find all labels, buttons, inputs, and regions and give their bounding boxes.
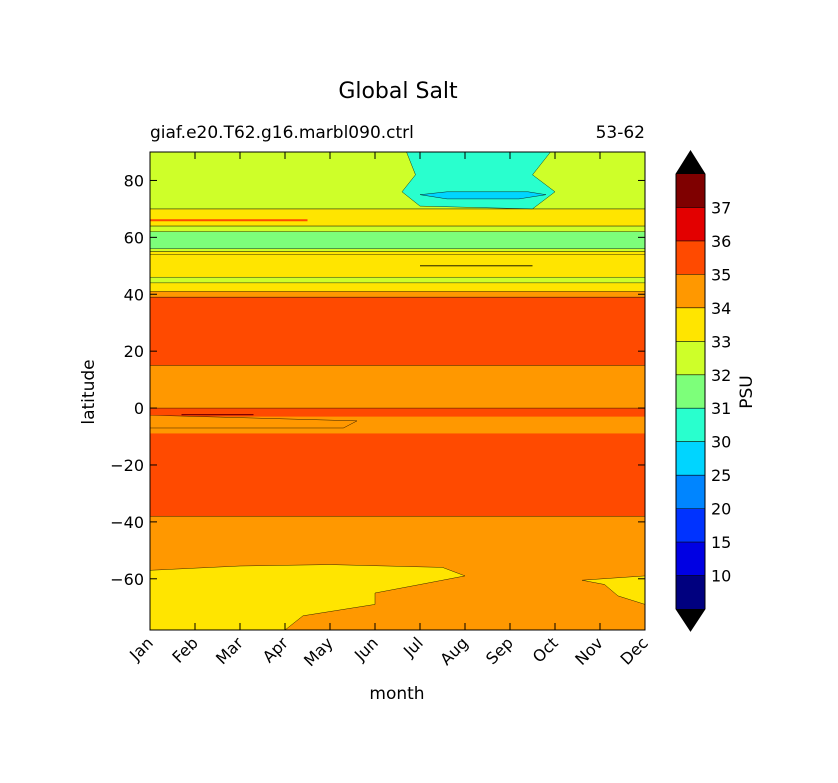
y-axis-label: latitude (79, 359, 99, 424)
colorbar-segment (676, 508, 705, 543)
colorbar-segment (676, 274, 705, 308)
contour-plot-area (150, 152, 645, 630)
colorbar-segment (676, 475, 705, 509)
contour-band-40n (150, 291, 645, 298)
colorbar-segment (676, 408, 705, 442)
colorbar-segment (676, 542, 705, 576)
contour-patch-north-30 (401, 152, 556, 210)
colorbar-tick-label: 25 (711, 466, 731, 485)
contour-band-3 (150, 251, 645, 295)
colorbar-tick-label: 36 (711, 232, 731, 251)
colorbar-tick-label: 30 (711, 433, 731, 452)
chart-title: Global Salt (338, 79, 458, 104)
colorbar-tick-label: 10 (711, 567, 731, 586)
contour-patch-south-east (581, 575, 645, 605)
x-tick-label: Sep (482, 633, 517, 668)
colorbar-segment (676, 240, 705, 275)
x-tick-label: Feb (168, 633, 201, 666)
colorbar-label: PSU (737, 375, 757, 409)
contour-band-2 (150, 296, 645, 366)
colorbar-extend-top (676, 151, 705, 174)
x-tick-label: May (300, 633, 337, 670)
colorbar-tick-label: 20 (711, 500, 731, 519)
colorbar-tick-label: 34 (711, 299, 731, 318)
x-tick-label: Apr (259, 633, 292, 666)
colorbar-segment (676, 441, 705, 476)
chart-subtitle-left: giaf.e20.T62.g16.marbl090.ctrl (150, 123, 414, 143)
contour-patch-south-west (150, 564, 466, 630)
x-tick-label: Nov (571, 633, 607, 669)
y-tick-label: 40 (124, 285, 144, 304)
colorbar-segment (676, 575, 705, 609)
y-tick-label: 60 (124, 228, 144, 247)
x-tick-label: Aug (436, 633, 472, 669)
contour-band-6 (150, 152, 645, 210)
y-tick-label: 0 (134, 399, 144, 418)
colorbar-tick-label: 15 (711, 533, 731, 552)
colorbar-segment (676, 174, 705, 208)
x-tick-label: Jan (125, 633, 157, 665)
x-tick-label: Jul (399, 633, 427, 661)
colorbar-segment (676, 207, 705, 241)
x-tick-label: Oct (529, 633, 562, 666)
contour-band-45n (150, 276, 645, 284)
contour-band-equator-thin (150, 410, 645, 416)
contour-patch-equatorial (150, 414, 358, 429)
colorbar-tick-label: 31 (711, 399, 731, 418)
colorbar-tick-label: 37 (711, 198, 731, 217)
contour-band-54n (150, 251, 645, 255)
colorbar: 10 15 20 25 30 31 32 33 34 35 36 37 (675, 150, 731, 632)
colorbar-outline (675, 150, 706, 632)
contour-band-5 (150, 208, 645, 227)
y-axis: 80 60 40 20 0 −20 −40 −60 (110, 171, 645, 589)
colorbar-tick-label: 35 (711, 265, 731, 284)
y-tick-label: 80 (124, 171, 144, 190)
y-tick-label: −60 (110, 570, 144, 589)
chart-subtitle-right: 53-62 (596, 123, 645, 143)
colorbar-extend-bottom (676, 609, 705, 631)
colorbar-segment (676, 374, 705, 409)
contour-patch-mid-31 (150, 231, 645, 249)
contour-patch-north-25 (419, 191, 547, 200)
x-tick-label: Dec (616, 633, 651, 668)
colorbar-segment (676, 307, 705, 342)
x-tick-label: Mar (212, 633, 247, 668)
x-axis-label: month (369, 684, 424, 704)
y-tick-label: 20 (124, 342, 144, 361)
colorbar-segment (676, 341, 705, 375)
plot-frame (149, 151, 646, 631)
y-tick-label: −20 (110, 456, 144, 475)
colorbar-tick-label: 32 (711, 366, 731, 385)
y-tick-label: −40 (110, 513, 144, 532)
x-tick-label: Jun (350, 633, 382, 665)
colorbar-tick-label: 33 (711, 332, 731, 351)
